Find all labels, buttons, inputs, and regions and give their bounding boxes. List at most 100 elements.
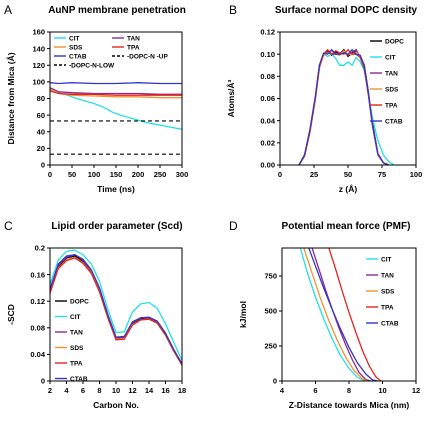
- y-tick-label-c-1: 0.04: [30, 350, 45, 359]
- legend-item-d-0: CIT: [366, 256, 392, 263]
- legend-item-c-4: TPA: [55, 360, 83, 367]
- legend-label-a-4: TPA: [127, 44, 140, 51]
- legend-item-a-3: TAN: [112, 35, 140, 42]
- y-tick-label-b-0: 0.00: [260, 161, 275, 170]
- panel-d: D Potential mean force (PMF) 4 6 8 10 12 0 250 50…: [229, 219, 420, 410]
- legend-label-c-4: TPA: [70, 360, 83, 367]
- legend-item-c-3: SDS: [55, 345, 84, 352]
- x-tick-label-d-4: 12: [412, 386, 420, 395]
- x-tick-label-c-3: 8: [97, 386, 101, 395]
- legend-label-a-2: CTAB: [69, 53, 87, 60]
- y-tick-label-b-2: 0.04: [260, 116, 275, 125]
- series-line-d-0: [299, 248, 367, 381]
- x-tick-label-c-4: 10: [112, 386, 120, 395]
- x-tick-label-c-6: 14: [145, 386, 154, 395]
- x-tick-label-a-2: 100: [88, 170, 101, 179]
- y-tick-label-a-6: 120: [32, 61, 45, 70]
- legend-label-a-6: -DOPC-N-LOW: [69, 62, 115, 69]
- x-tick-label-b-4: 100: [410, 170, 423, 179]
- legend-label-b-5: CTAB: [385, 118, 403, 125]
- x-tick-label-a-4: 200: [132, 170, 145, 179]
- legend-item-b-1: CIT: [370, 54, 396, 61]
- series-line-d-4: [308, 248, 378, 381]
- x-tick-label-c-1: 4: [64, 386, 69, 395]
- series-line-d-1: [311, 248, 371, 381]
- panel-letter-c: C: [4, 219, 13, 233]
- x-tick-label-b-0: 0: [278, 170, 282, 179]
- y-tick-label-c-2: 0.08: [30, 324, 45, 333]
- y-tick-label-d-1: 250: [264, 342, 277, 351]
- x-tick-label-c-0: 2: [48, 386, 52, 395]
- y-tick-label-c-3: 0.12: [30, 297, 45, 306]
- legend-item-b-0: DOPC: [370, 38, 404, 45]
- y-tick-label-c-0: 0: [41, 377, 45, 386]
- y-tick-label-b-3: 0.06: [260, 94, 275, 103]
- y-tick-label-a-8: 160: [32, 28, 45, 37]
- legend-item-c-1: CIT: [55, 314, 81, 321]
- legend-label-d-3: TPA: [381, 304, 394, 311]
- y-axis-label-c: -SCD: [6, 304, 16, 325]
- x-tick-label-a-3: 150: [110, 170, 123, 179]
- x-tick-label-c-2: 6: [81, 386, 85, 395]
- plot-frame-d: [281, 247, 417, 382]
- x-tick-label-a-6: 300: [176, 170, 189, 179]
- x-tick-label-c-7: 16: [161, 386, 169, 395]
- legend-item-a-1: SDS: [54, 44, 83, 51]
- series-line-c-4: [50, 257, 182, 366]
- panel-letter-b: B: [229, 3, 237, 17]
- legend-item-b-2: TAN: [370, 70, 398, 77]
- legend-label-a-5: -DOPC-N -UP: [127, 53, 168, 60]
- legend-label-a-3: TAN: [127, 35, 140, 42]
- legend-label-d-0: CIT: [381, 256, 392, 263]
- x-axis-label-a: Time (ns): [97, 184, 135, 194]
- x-tick-label-b-1: 25: [310, 170, 318, 179]
- series-line-a-2: [50, 82, 182, 85]
- x-tick-label-a-5: 250: [154, 170, 167, 179]
- legend-label-b-0: DOPC: [385, 38, 404, 45]
- series-line-c-5: [50, 254, 182, 365]
- x-tick-label-d-3: 10: [378, 386, 386, 395]
- y-tick-label-d-3: 750: [264, 272, 277, 281]
- series-line-b-4: [298, 48, 390, 165]
- x-tick-label-b-3: 75: [378, 170, 386, 179]
- legend-label-b-1: CIT: [385, 54, 396, 61]
- series-line-b-3: [298, 49, 390, 165]
- series-line-b-5: [298, 48, 390, 165]
- legend-item-d-3: TPA: [366, 304, 394, 311]
- y-tick-label-b-5: 0.10: [260, 50, 275, 59]
- series-line-c-1: [50, 249, 182, 361]
- legend-item-c-2: TAN: [55, 329, 83, 336]
- legend-label-a-1: SDS: [69, 44, 83, 51]
- chart-title-d: Potential mean force (PMF): [282, 221, 411, 232]
- legend-label-d-2: SDS: [381, 288, 395, 295]
- legend-item-a-4: TPA: [112, 44, 140, 51]
- x-tick-label-b-2: 50: [344, 170, 352, 179]
- legend-label-d-1: TAN: [381, 272, 394, 279]
- x-tick-label-a-1: 50: [68, 170, 76, 179]
- x-tick-label-c-8: 18: [178, 386, 186, 395]
- legend-label-c-5: CTAB: [70, 376, 88, 383]
- y-tick-label-a-0: 0: [41, 161, 45, 170]
- legend-item-b-3: SDS: [370, 86, 399, 93]
- legend-item-d-2: SDS: [366, 288, 395, 295]
- series-line-b-0: [298, 48, 390, 165]
- x-axis-label-b: z (Å): [339, 184, 358, 194]
- panel-b: B Surface normal DOPC density 0 25 50 75 100 0.…: [226, 3, 422, 194]
- y-tick-label-a-3: 60: [37, 111, 45, 120]
- y-axis-label-d: kJ/mol: [238, 301, 248, 328]
- y-axis-label-b: Atoms/Å³: [226, 79, 236, 117]
- series-line-d-2: [303, 248, 368, 381]
- x-tick-label-d-2: 8: [347, 386, 351, 395]
- legend-item-a-6: -DOPC-N-LOW: [54, 62, 115, 69]
- legend-item-a-5: -DOPC-N -UP: [112, 53, 168, 60]
- y-tick-label-a-2: 40: [37, 127, 45, 136]
- legend-item-c-5: CTAB: [55, 376, 88, 383]
- x-axis-label-c: Carbon No.: [93, 400, 139, 410]
- y-tick-label-b-6: 0.12: [260, 28, 275, 37]
- series-line-d-3: [328, 248, 382, 381]
- legend-item-b-4: TPA: [370, 102, 398, 109]
- legend-item-d-4: CTAB: [366, 320, 399, 327]
- x-tick-label-d-0: 4: [280, 386, 285, 395]
